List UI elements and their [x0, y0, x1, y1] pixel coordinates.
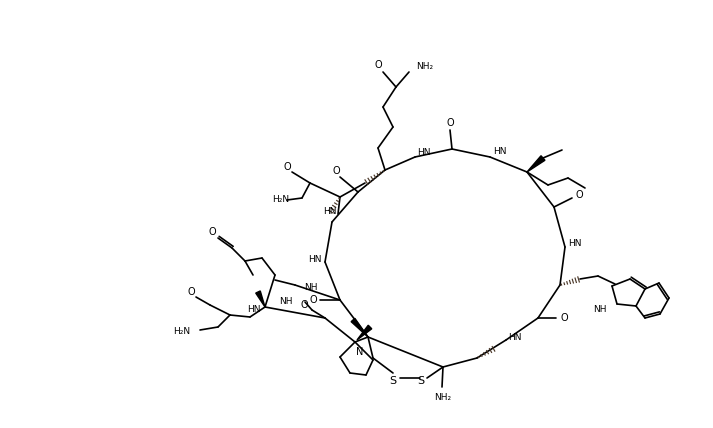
Text: S: S — [389, 376, 396, 386]
Text: HN: HN — [417, 148, 431, 157]
Text: O: O — [575, 190, 583, 200]
Text: H₂N: H₂N — [272, 194, 289, 203]
Polygon shape — [357, 325, 371, 340]
Text: HN: HN — [568, 238, 582, 247]
Text: N: N — [356, 347, 364, 357]
Text: HN: HN — [493, 146, 506, 155]
Polygon shape — [256, 291, 265, 307]
Text: O: O — [446, 118, 453, 128]
Text: S: S — [417, 376, 424, 386]
Text: HN: HN — [247, 306, 261, 315]
Text: H₂N: H₂N — [173, 327, 190, 336]
Text: O: O — [309, 295, 317, 305]
Text: O: O — [188, 287, 195, 297]
Text: HN: HN — [324, 206, 337, 216]
Text: NH: NH — [279, 297, 293, 306]
Text: NH₂: NH₂ — [434, 392, 451, 401]
Text: NH₂: NH₂ — [416, 62, 433, 71]
Text: O: O — [332, 166, 340, 176]
Text: HN: HN — [309, 256, 322, 265]
Text: NH: NH — [593, 306, 607, 315]
Text: O: O — [208, 227, 216, 237]
Text: O: O — [374, 60, 382, 70]
Text: O: O — [283, 162, 291, 172]
Text: O: O — [300, 300, 308, 310]
Polygon shape — [527, 156, 545, 172]
Polygon shape — [351, 318, 368, 337]
Text: O: O — [560, 313, 568, 323]
Text: NH: NH — [304, 283, 318, 292]
Text: HN: HN — [508, 333, 521, 342]
